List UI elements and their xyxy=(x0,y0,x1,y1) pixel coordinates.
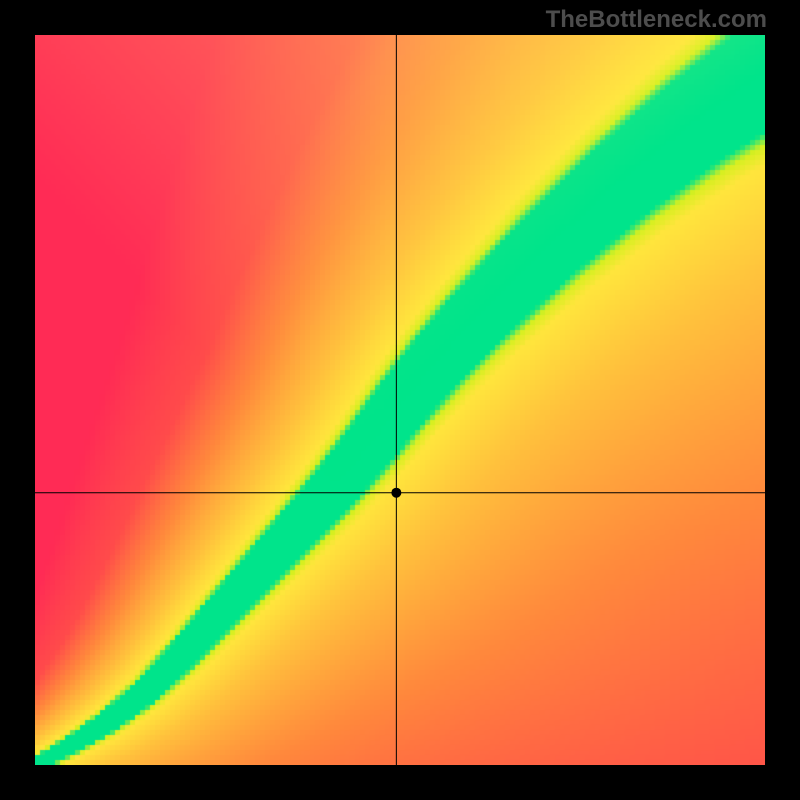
watermark-text: TheBottleneck.com xyxy=(546,6,767,34)
chart-container: TheBottleneck.com xyxy=(0,0,800,800)
bottleneck-heatmap xyxy=(35,35,765,765)
